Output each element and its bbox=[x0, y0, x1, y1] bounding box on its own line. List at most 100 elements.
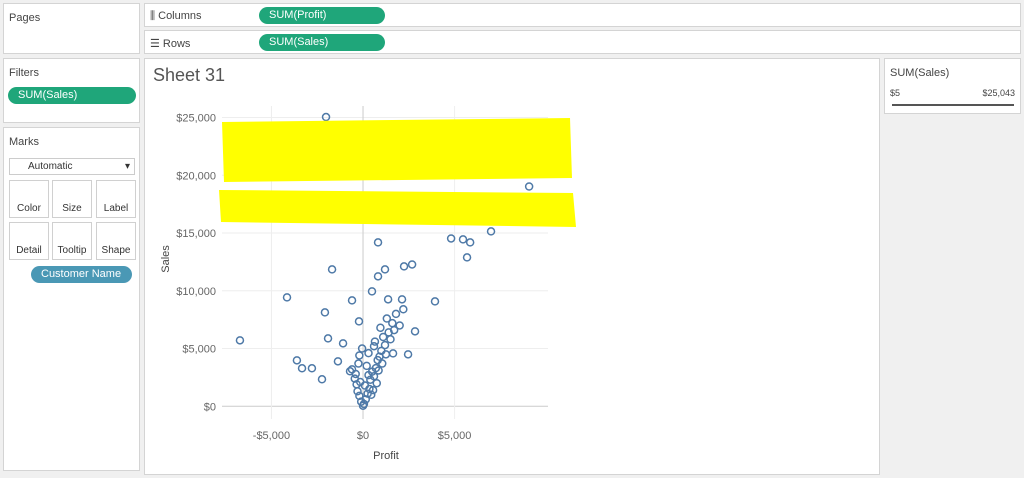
y-tick-label: $0 bbox=[204, 401, 216, 413]
y-tick-label: $20,000 bbox=[176, 170, 216, 182]
point bbox=[367, 390, 376, 399]
point bbox=[399, 305, 408, 314]
point bbox=[373, 238, 383, 247]
y-tick-label: $10,000 bbox=[176, 286, 216, 298]
point bbox=[347, 296, 357, 305]
shelf-label-text: Columns bbox=[158, 10, 202, 22]
point bbox=[395, 321, 404, 330]
point bbox=[369, 372, 379, 381]
point bbox=[524, 182, 534, 191]
panel-title: Marks bbox=[9, 136, 39, 148]
point bbox=[378, 332, 388, 342]
chart: Sheet 31 Profit Sales $0 $5,000 $10,000 $15… bbox=[153, 65, 548, 462]
point bbox=[373, 272, 383, 281]
point bbox=[388, 349, 398, 358]
button-label: Shape bbox=[101, 245, 131, 256]
point bbox=[369, 341, 379, 351]
point bbox=[354, 317, 364, 326]
point bbox=[282, 293, 292, 302]
point bbox=[446, 234, 456, 243]
point bbox=[410, 327, 420, 336]
worksheet: Sheet 31 Profit Sales $0 $5,000 $10,000 $15… bbox=[144, 58, 880, 475]
y-tick-label: $5,000 bbox=[182, 344, 216, 356]
mark-button[interactable]: Tooltip bbox=[52, 222, 92, 260]
point bbox=[391, 309, 401, 319]
point bbox=[380, 265, 390, 274]
legend-title: SUM(Sales) bbox=[890, 67, 950, 79]
point bbox=[389, 325, 399, 335]
mark-type-dropdown[interactable]: Automatic ▾ bbox=[9, 158, 135, 175]
rows-shelf[interactable]: ☰ Rows SUM(Sales) bbox=[144, 30, 1021, 54]
pages-panel: Pages bbox=[3, 3, 140, 54]
y-tick-label: $25,000 bbox=[176, 113, 216, 125]
pill[interactable]: SUM(Sales) bbox=[259, 34, 385, 51]
point bbox=[235, 336, 245, 345]
point bbox=[403, 350, 413, 359]
mark-button[interactable]: Shape bbox=[96, 222, 136, 260]
y-axis-title: Sales bbox=[160, 245, 172, 273]
point bbox=[333, 357, 343, 366]
x-tick-label: $0 bbox=[357, 430, 369, 442]
point bbox=[486, 227, 496, 236]
shelf-label-text: Rows bbox=[162, 38, 191, 50]
point bbox=[380, 340, 390, 350]
point bbox=[383, 295, 393, 304]
chart-title: Sheet 31 bbox=[153, 65, 225, 85]
slider-track[interactable] bbox=[892, 104, 1014, 106]
point bbox=[397, 295, 407, 304]
mark-button[interactable]: Detail bbox=[9, 222, 49, 260]
button-label: Detail bbox=[16, 245, 42, 256]
mark-button[interactable]: Color bbox=[9, 180, 49, 218]
button-label: Label bbox=[103, 203, 129, 214]
x-axis-title: Profit bbox=[373, 450, 399, 462]
point bbox=[378, 359, 387, 368]
filters-panel: Filters SUM(Sales) bbox=[3, 58, 140, 123]
point bbox=[376, 323, 385, 333]
point bbox=[370, 337, 380, 346]
x-tick-label: $5,000 bbox=[438, 430, 472, 442]
point bbox=[357, 344, 367, 353]
point bbox=[458, 235, 468, 244]
point bbox=[323, 334, 333, 343]
pill[interactable]: SUM(Sales) bbox=[8, 87, 136, 104]
x-tick-label: -$5,000 bbox=[253, 430, 290, 442]
dropdown-text: Automatic bbox=[28, 161, 73, 172]
point bbox=[307, 364, 317, 373]
point bbox=[354, 359, 363, 368]
marks-panel: Marks Automatic ▾ Color Size Label Detail… bbox=[3, 127, 140, 471]
point bbox=[292, 356, 302, 365]
point bbox=[364, 370, 373, 380]
pill[interactable]: SUM(Profit) bbox=[259, 7, 385, 24]
y-tick-label: $15,000 bbox=[176, 228, 216, 240]
point bbox=[407, 260, 417, 269]
point bbox=[364, 348, 373, 358]
pill[interactable]: Customer Name bbox=[31, 266, 132, 283]
point bbox=[355, 351, 364, 360]
button-label: Tooltip bbox=[57, 245, 87, 256]
button-label: Size bbox=[62, 203, 82, 214]
point bbox=[347, 365, 357, 374]
point bbox=[382, 314, 392, 323]
button-label: Color bbox=[17, 203, 41, 214]
dropdown-arrow: ▾ bbox=[124, 161, 130, 172]
mark-button[interactable]: Label bbox=[96, 180, 136, 218]
point bbox=[320, 308, 330, 317]
point bbox=[399, 262, 409, 271]
point bbox=[462, 253, 472, 262]
legend-panel: SUM(Sales) $5 $25,043 bbox=[884, 58, 1021, 114]
point bbox=[368, 385, 378, 395]
point bbox=[338, 339, 348, 348]
point bbox=[317, 375, 327, 384]
panel-title: Pages bbox=[9, 12, 41, 24]
point bbox=[381, 350, 391, 359]
point bbox=[327, 265, 337, 274]
shelf-label: ⫼ Columns bbox=[150, 10, 202, 22]
shelf-label: ☰ Rows bbox=[150, 38, 191, 50]
slider-min: $5 bbox=[890, 88, 901, 98]
point bbox=[372, 378, 382, 388]
point bbox=[374, 366, 383, 375]
mark-button[interactable]: Size bbox=[52, 180, 92, 218]
point bbox=[430, 297, 440, 306]
columns-shelf[interactable]: ⫼ Columns SUM(Profit) bbox=[144, 3, 1021, 27]
